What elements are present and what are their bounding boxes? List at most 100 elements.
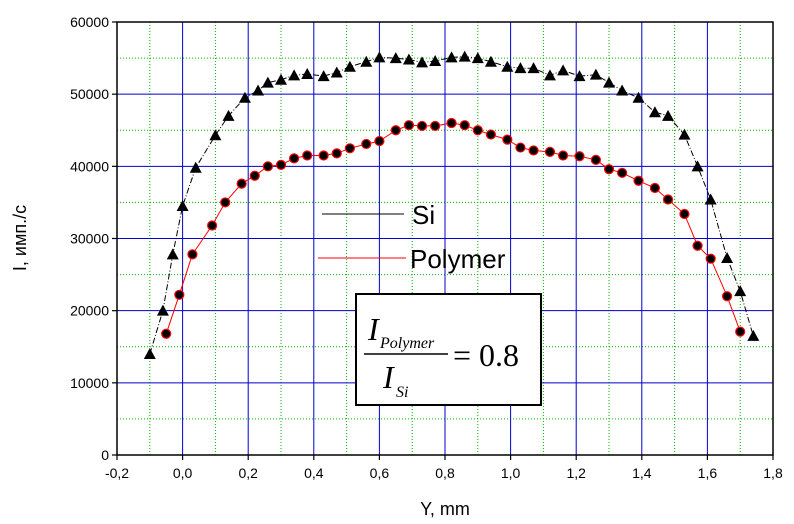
data-point-si [189,161,202,173]
data-point-si [301,67,314,79]
data-point-si [156,304,169,316]
data-point-si [373,51,386,63]
data-point-polymer [249,170,260,181]
data-point-si [389,52,402,64]
data-point-si [429,54,442,66]
data-point-polymer [446,117,457,129]
data-point-polymer [528,145,539,156]
data-point-polymer [459,120,470,131]
data-point-polymer [220,197,231,208]
data-point-si [691,160,704,172]
data-point-si [360,55,373,67]
x-tick-label: 0,4 [304,465,324,481]
x-tick-label: 1,2 [566,465,586,481]
data-point-si [288,69,301,81]
data-point-polymer [302,150,313,161]
data-point-polymer [416,120,428,132]
numerator-sub: Polymer [379,335,435,352]
x-tick-label: 1,0 [501,465,521,481]
x-axis-title: Y, mm [420,499,470,519]
data-point-polymer [344,143,355,154]
y-tick-label: 30000 [70,231,109,247]
legend: Si Polymer [318,200,506,274]
data-point-si [527,62,540,74]
x-tick-label: 1,8 [763,465,783,481]
data-point-si [275,73,287,85]
data-point-si [166,248,179,260]
data-point-si [662,109,675,121]
data-point-si [143,347,156,359]
data-point-polymer [331,148,342,159]
data-point-si [471,52,484,64]
ratio-annotation: I Polymer I Si = 0.8 [355,293,542,406]
data-point-polymer [318,150,329,161]
data-point-polymer [236,178,247,189]
numerator-i: I [367,311,380,347]
y-axis-title: I, имп./с [10,205,30,271]
data-point-si [557,64,570,76]
x-tick-label: -0,2 [105,465,129,481]
data-point-si [252,84,265,96]
data-point-polymer [721,291,733,302]
data-point-si [678,128,691,140]
data-point-si [603,76,615,88]
tick-labels: -0,2 0,0 0,2 0,4 0,6 0,8 1,0 1,2 1,4 1,6 1,8 0 10000… [70,14,783,481]
data-point-polymer [590,154,601,165]
x-tick-label: 1,4 [632,465,652,481]
data-point-si [209,129,222,141]
data-point-si [501,60,514,72]
x-tick-label: 1,6 [698,465,718,481]
legend-label-polymer: Polymer [410,244,506,274]
data-point-si [343,60,356,72]
data-point-si [261,76,274,88]
ratio-value: = 0.8 [453,337,519,373]
data-point-polymer [603,164,615,175]
data-point-polymer [361,138,372,150]
data-point-si [416,56,429,68]
data-point-si [648,106,661,118]
data-point-polymer [262,161,273,172]
data-point-polymer [174,289,185,300]
data-point-polymer [472,125,483,136]
y-tick-label: 60000 [70,14,109,30]
y-tick-label: 50000 [70,86,109,102]
y-tick-label: 0 [101,447,109,463]
y-tick-label: 40000 [70,158,109,174]
data-point-polymer [289,153,300,164]
data-point-si [747,329,760,341]
data-point-si [176,200,189,212]
data-point-polymer [390,125,401,136]
axis-ticks [112,21,774,460]
data-point-polymer [515,142,526,153]
data-point-polymer [275,159,287,170]
y-tick-label: 20000 [70,303,109,319]
data-point-si [616,84,629,96]
data-point-polymer [207,220,218,231]
data-point-si [543,69,556,81]
data-point-si [458,50,471,62]
data-point-si [222,109,235,121]
data-point-si [589,68,602,80]
data-point-polymer [662,194,674,205]
data-point-polymer [374,135,385,147]
data-point-polymer [705,253,716,264]
data-point-polymer [735,326,746,337]
y-tick-label: 10000 [70,375,109,391]
data-point-polymer [430,120,441,132]
data-point-si [704,193,717,205]
data-point-si [330,66,343,78]
data-point-polymer [161,328,172,339]
data-point-si [238,91,251,103]
grid [117,22,773,455]
legend-label-si: Si [412,200,435,230]
x-tick-label: 0,6 [370,465,390,481]
data-point-si [632,91,645,103]
data-point-si [484,55,497,67]
denominator-i: I [382,359,395,395]
data-point-si [445,51,458,63]
data-point-si [402,53,415,65]
data-point-polymer [692,240,703,251]
annotation-box [355,293,542,406]
data-point-polymer [557,150,569,161]
